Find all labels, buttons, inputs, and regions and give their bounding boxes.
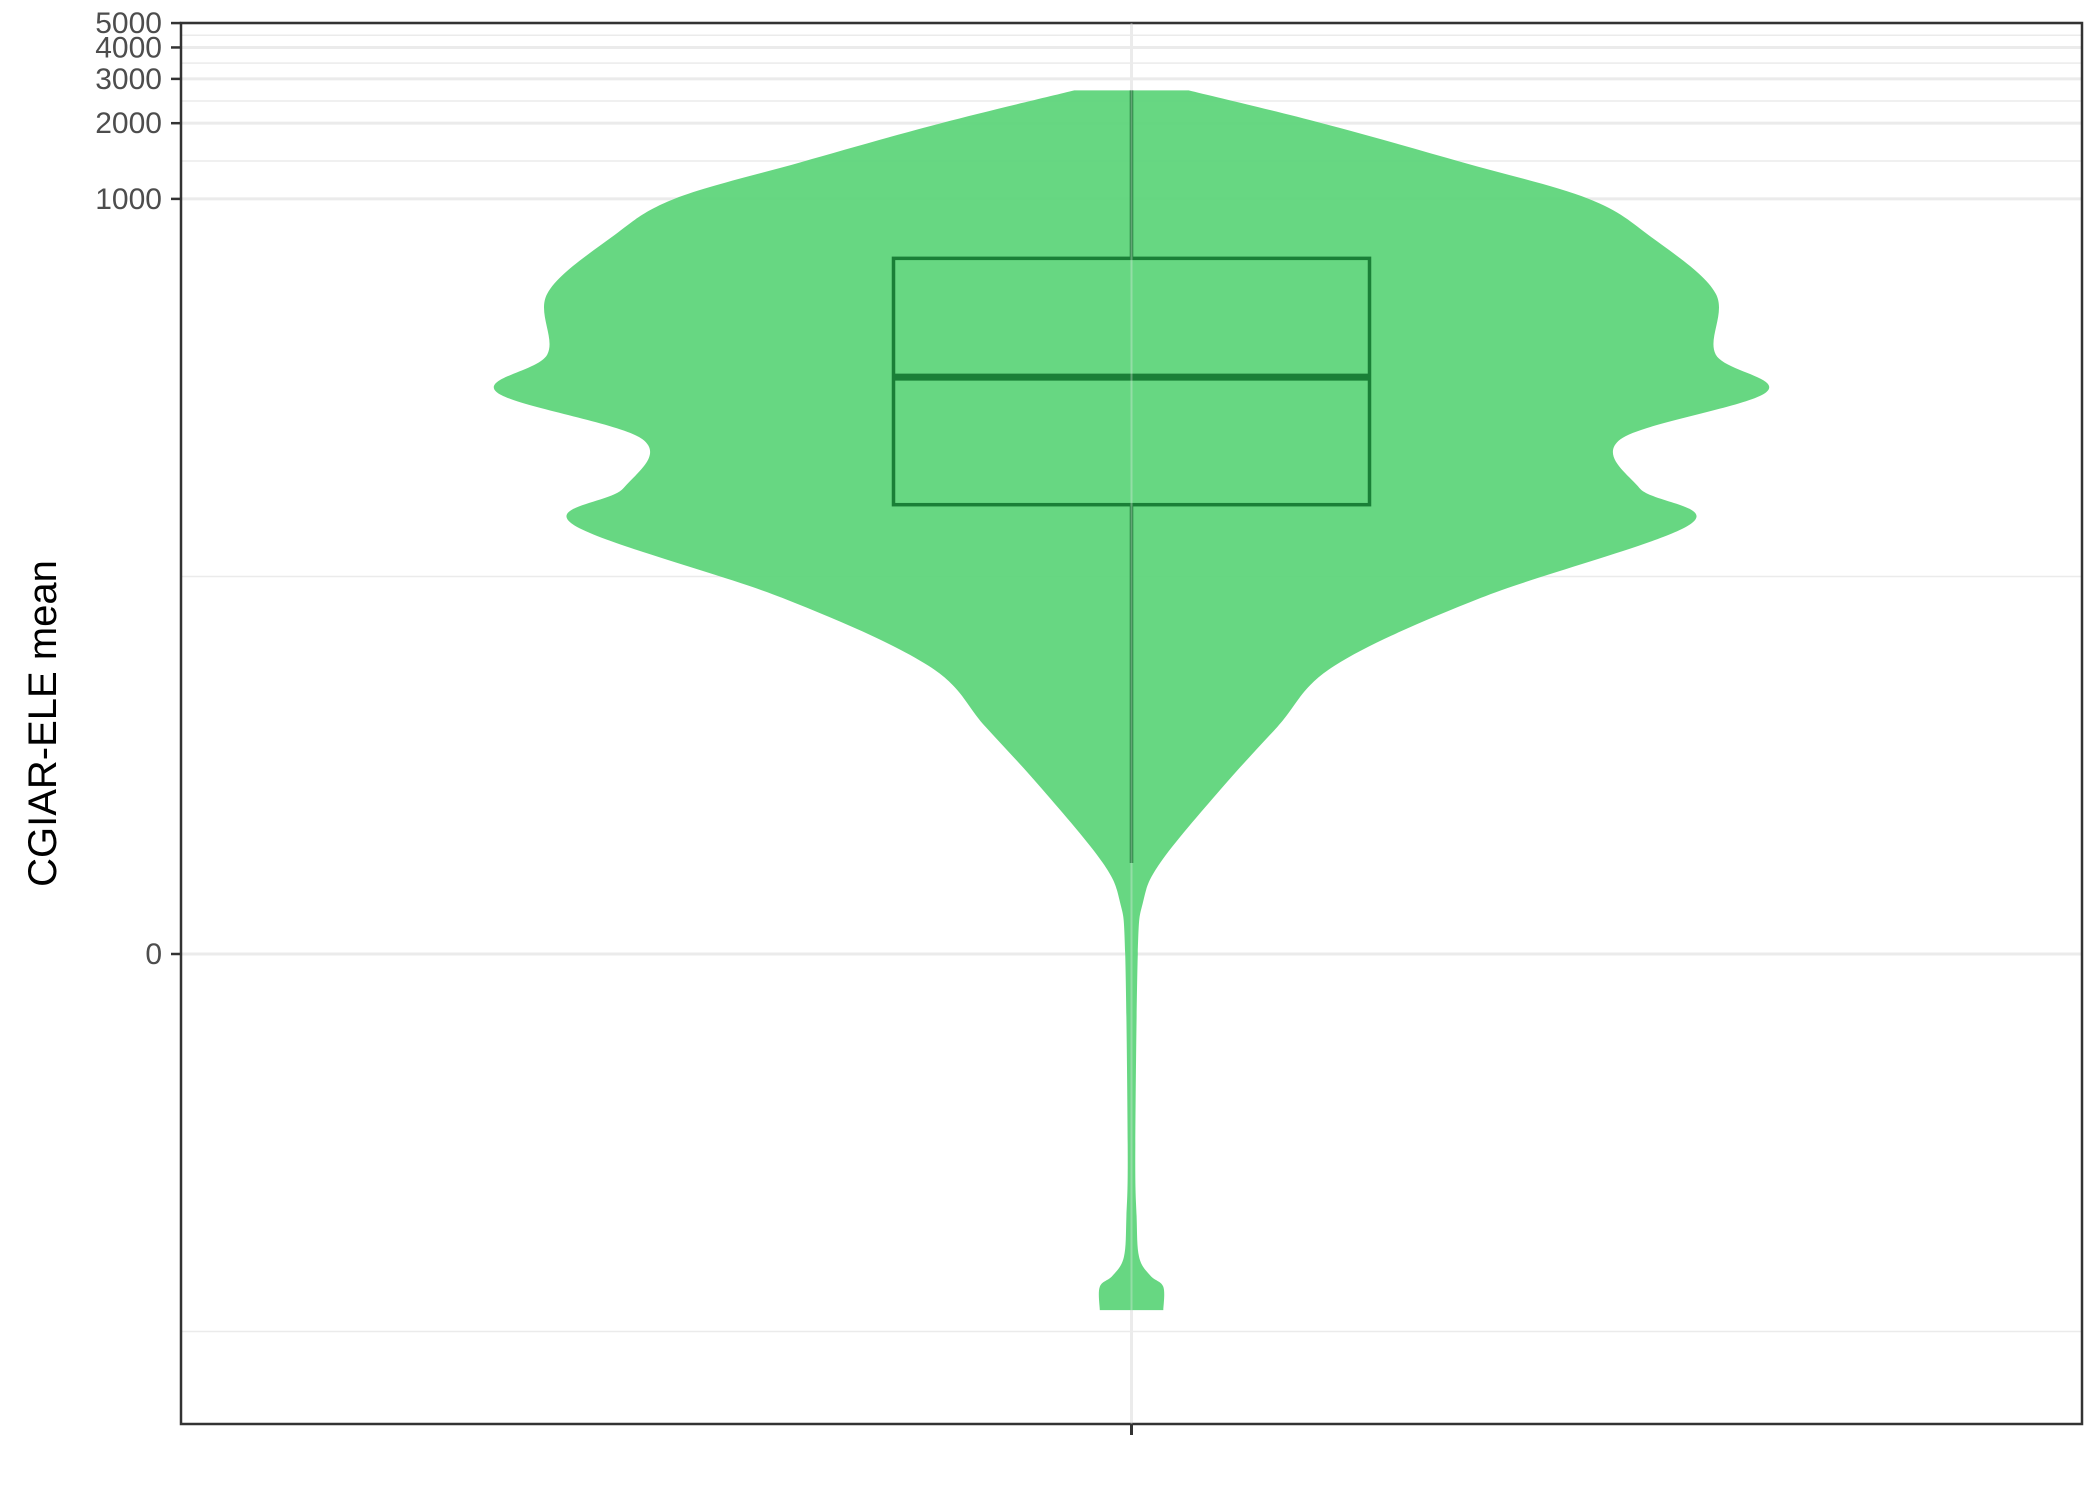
- y-tick-label: 5000: [95, 7, 162, 40]
- y-axis-title: CGIAR-ELE mean: [21, 560, 65, 887]
- y-tick-label: 4000: [95, 31, 162, 64]
- box-iqr: [891, 256, 1372, 507]
- boxplot: [891, 90, 1372, 863]
- y-tick-label: 2000: [95, 107, 162, 140]
- y-tick-label: 1000: [95, 183, 162, 216]
- y-tick-label: 0: [145, 938, 162, 971]
- y-tick-label: 3000: [95, 63, 162, 96]
